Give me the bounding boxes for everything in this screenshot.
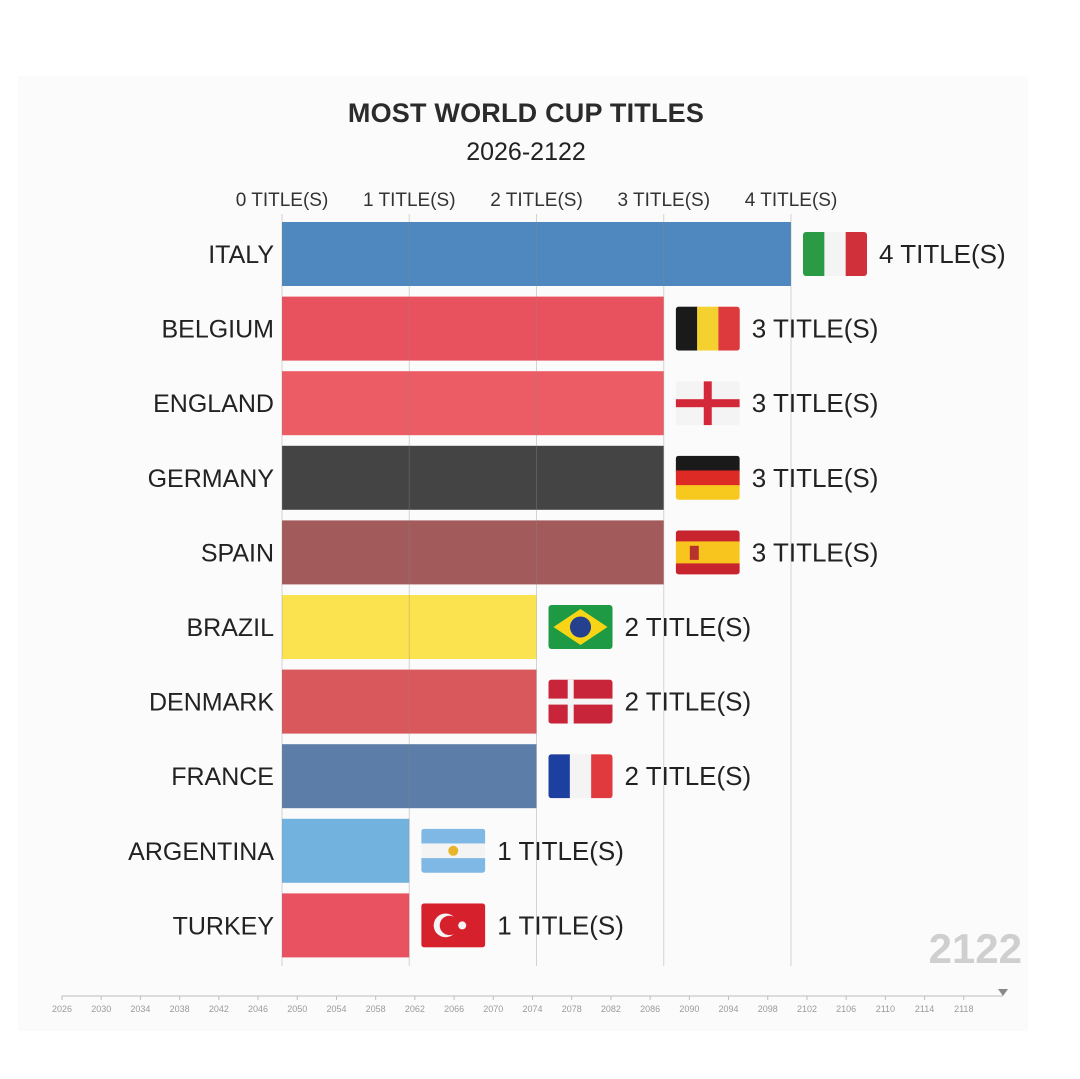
- timeline-tick-label: 2026: [51, 1004, 73, 1014]
- category-label: ARGENTINA: [128, 838, 274, 866]
- timeline-tick-label: 2038: [169, 1004, 190, 1014]
- data-label: 2 TITLE(S): [625, 687, 752, 717]
- bar-england: [282, 371, 664, 436]
- timeline-marker: [998, 989, 1008, 996]
- data-label: 1 TITLE(S): [497, 910, 624, 940]
- timeline-tick-label: 2118: [954, 1004, 974, 1014]
- data-label: 2 TITLE(S): [625, 612, 752, 642]
- current-year-label: 2122: [928, 925, 1022, 972]
- timeline-tick-label: 2058: [365, 1004, 386, 1014]
- timeline-tick-label: 2082: [600, 1004, 621, 1014]
- x-tick-label: 4 TITLE(S): [745, 190, 838, 211]
- x-tick-label: 0 TITLE(S): [236, 190, 329, 211]
- data-label: 3 TITLE(S): [752, 388, 879, 418]
- timeline-tick-label: 2062: [404, 1004, 425, 1014]
- timeline-tick-label: 2098: [757, 1004, 778, 1014]
- timeline-tick-label: 2070: [483, 1004, 504, 1014]
- spain-flag-icon: [675, 530, 740, 575]
- england-flag-icon: [675, 381, 740, 426]
- category-label: SPAIN: [201, 539, 274, 567]
- timeline-tick-label: 2066: [444, 1004, 465, 1014]
- brazil-flag-icon: [548, 605, 613, 649]
- timeline-tick-label: 2086: [640, 1004, 661, 1014]
- belgium-flag-icon: [675, 306, 740, 351]
- data-label: 3 TITLE(S): [752, 463, 879, 493]
- germany-flag-icon: [675, 455, 740, 500]
- timeline-tick-label: 2054: [326, 1004, 347, 1014]
- data-label: 2 TITLE(S): [625, 761, 752, 791]
- timeline-tick-label: 2094: [718, 1004, 739, 1014]
- denmark-flag-icon: [548, 679, 613, 724]
- timeline-tick-label: 2110: [875, 1004, 896, 1014]
- category-label: FRANCE: [171, 763, 274, 791]
- bar-turkey: [282, 893, 410, 958]
- x-tick-label: 1 TITLE(S): [363, 190, 456, 211]
- bar-brazil: [282, 595, 537, 659]
- bar-denmark: [282, 669, 537, 734]
- italy-flag-icon: [803, 232, 867, 276]
- x-tick-label: 2 TITLE(S): [490, 190, 583, 211]
- timeline-tick-label: 2030: [91, 1004, 112, 1014]
- timeline-tick-label: 2114: [914, 1004, 935, 1014]
- category-label: BELGIUM: [161, 316, 274, 344]
- bar-italy: [282, 222, 791, 286]
- bar-germany: [282, 445, 664, 510]
- turkey-flag-icon: [421, 903, 486, 948]
- timeline-tick-label: 2074: [522, 1004, 543, 1014]
- timeline-tick-label: 2034: [130, 1004, 151, 1014]
- x-tick-label: 3 TITLE(S): [617, 190, 710, 211]
- data-label: 4 TITLE(S): [879, 239, 1006, 269]
- chart-title: MOST WORLD CUP TITLES: [347, 98, 705, 128]
- timeline-tick-label: 2090: [679, 1004, 700, 1014]
- timeline-tick-label: 2042: [208, 1004, 229, 1014]
- category-label: ITALY: [208, 241, 274, 269]
- data-label: 1 TITLE(S): [497, 836, 624, 866]
- timeline-tick-label: 2106: [836, 1004, 857, 1014]
- bar-spain: [282, 520, 664, 585]
- timeline-tick-label: 2046: [248, 1004, 269, 1014]
- timeline-tick-label: 2078: [561, 1004, 582, 1014]
- chart-subtitle: 2026-2122: [466, 138, 586, 166]
- category-label: GERMANY: [148, 465, 275, 493]
- bar-argentina: [282, 818, 410, 883]
- category-label: BRAZIL: [186, 614, 274, 642]
- france-flag-icon: [548, 754, 613, 799]
- data-label: 3 TITLE(S): [752, 537, 879, 567]
- timeline-tick-label: 2050: [287, 1004, 308, 1014]
- timeline-tick-label: 2102: [796, 1004, 817, 1014]
- bar-belgium: [282, 296, 664, 361]
- category-label: DENMARK: [149, 689, 274, 717]
- bar-france: [282, 744, 537, 809]
- data-label: 3 TITLE(S): [752, 314, 879, 344]
- category-label: ENGLAND: [153, 390, 274, 418]
- argentina-flag-icon: [421, 828, 486, 873]
- category-label: TURKEY: [173, 912, 275, 940]
